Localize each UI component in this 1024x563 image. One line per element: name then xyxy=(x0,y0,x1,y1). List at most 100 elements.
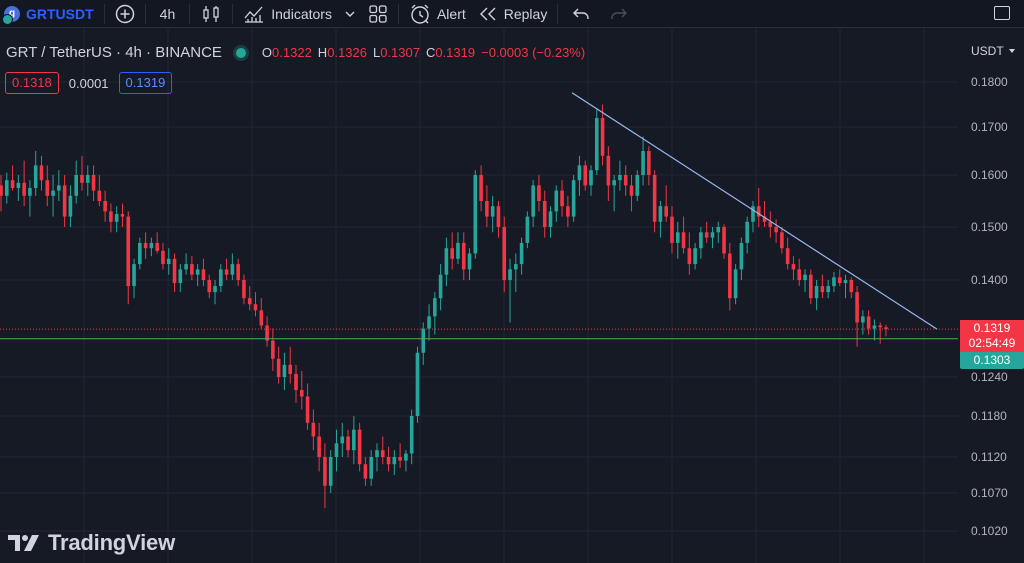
candle-body xyxy=(126,216,131,287)
candle-body xyxy=(120,214,125,217)
candle-body xyxy=(722,227,726,254)
trendline xyxy=(571,92,938,330)
candle-body xyxy=(820,286,825,293)
interval-button[interactable]: 4h xyxy=(150,0,186,28)
candle-body xyxy=(450,248,454,259)
compare-button[interactable] xyxy=(109,0,141,28)
indicators-button[interactable]: Indicators xyxy=(237,0,338,28)
candle-body xyxy=(658,206,663,222)
candle-body xyxy=(514,264,518,270)
price-tick-label: 0.1500 xyxy=(971,220,1008,234)
alert-label: Alert xyxy=(436,5,466,22)
candle-body xyxy=(525,216,530,243)
layouts-button[interactable] xyxy=(362,0,394,28)
candle-body xyxy=(699,232,703,249)
candle-body xyxy=(166,258,171,265)
toolbar-divider xyxy=(397,3,399,24)
candle-body xyxy=(826,286,830,293)
candle-body xyxy=(803,274,807,280)
candle-body xyxy=(242,280,246,299)
sell-button[interactable]: 0.1318 xyxy=(5,72,59,94)
candle-body xyxy=(785,248,790,265)
candle-body xyxy=(45,180,50,196)
fullscreen-icon[interactable] xyxy=(994,6,1010,20)
price-chart[interactable]: 0.1800 0.1700 0.1600 0.1500 0.1400 0.1240 0.11… xyxy=(0,28,1024,563)
buy-button[interactable]: 0.1319 xyxy=(118,72,173,94)
candle-body xyxy=(589,170,593,186)
indicators-templates-button[interactable] xyxy=(338,0,362,28)
candle-body xyxy=(317,436,321,457)
candle-body xyxy=(496,206,501,227)
candle-body xyxy=(664,206,668,217)
price-tick-label: 0.1600 xyxy=(971,168,1008,182)
symbol-legend: GRT / TetherUS · 4h · BINANCE O0.1322 H0… xyxy=(6,44,585,61)
candle-body xyxy=(247,298,252,305)
candle-body xyxy=(375,450,379,457)
candle-body xyxy=(4,180,9,196)
candle-body xyxy=(456,242,460,259)
candle-body xyxy=(161,250,165,265)
candle-body xyxy=(259,310,264,326)
candle-body xyxy=(74,175,78,196)
currency-selector[interactable]: USDT xyxy=(971,44,1015,58)
candle-body xyxy=(0,185,3,196)
candle-body xyxy=(346,436,350,451)
candle-body xyxy=(143,242,148,249)
candle-body xyxy=(85,175,90,183)
candle-body xyxy=(641,151,645,175)
symbol-search-button[interactable]: g GRTUSDT xyxy=(0,0,100,28)
price-tick-label: 0.1180 xyxy=(971,409,1007,423)
candle-body xyxy=(357,429,362,465)
replay-label: Replay xyxy=(503,5,548,22)
candle-body xyxy=(687,248,692,265)
layouts-icon xyxy=(369,4,387,23)
candle-body xyxy=(369,457,373,479)
low-label: L xyxy=(372,45,381,60)
candle-body xyxy=(409,416,414,454)
candle-body xyxy=(51,190,55,196)
candle-body xyxy=(878,325,883,328)
alert-button[interactable]: Alert xyxy=(403,0,472,28)
candle-body xyxy=(485,201,489,217)
candle-body xyxy=(479,175,483,201)
candle-body xyxy=(583,165,588,186)
close-value: 0.1319 xyxy=(435,45,476,60)
candle-body xyxy=(635,175,640,196)
legend-title[interactable]: GRT / TetherUS · 4h · BINANCE xyxy=(6,44,222,61)
candle-body xyxy=(219,269,223,287)
candle-body xyxy=(733,269,738,299)
candle-body xyxy=(184,264,188,270)
candle-body xyxy=(537,185,541,201)
add-compare-icon xyxy=(115,4,134,23)
replay-button[interactable]: Replay xyxy=(472,0,554,28)
candle-body xyxy=(745,221,749,243)
candle-body xyxy=(675,232,680,243)
candle-body xyxy=(670,216,674,243)
symbol-coin-icon: g xyxy=(2,5,20,25)
symbol-label: GRTUSDT xyxy=(26,5,94,22)
candle-body xyxy=(421,328,426,353)
top-toolbar: g GRTUSDT 4h Indicators xyxy=(0,0,1024,28)
candle-body xyxy=(114,214,119,222)
candle-body xyxy=(138,242,142,265)
price-axis: 0.1800 0.1700 0.1600 0.1500 0.1400 0.1240 0.11… xyxy=(971,75,1008,538)
candle-body xyxy=(80,175,84,183)
candle-body xyxy=(872,325,877,329)
chart-overlays xyxy=(0,92,958,340)
chart-type-button[interactable] xyxy=(194,0,228,28)
candle-body xyxy=(508,269,512,280)
candle-body xyxy=(103,201,107,212)
candle-body xyxy=(594,118,599,171)
toolbar-divider xyxy=(232,3,234,24)
price-tick-label: 0.1070 xyxy=(971,486,1008,500)
change-value: −0.0003 (−0.23%) xyxy=(481,45,586,60)
redo-button[interactable] xyxy=(600,0,638,28)
candle-body xyxy=(884,327,888,330)
candle-body xyxy=(10,180,15,188)
candle-body xyxy=(404,453,408,461)
undo-button[interactable] xyxy=(562,0,600,28)
bar-countdown: 02:54:49 xyxy=(968,336,1016,350)
candle-body xyxy=(461,242,466,270)
toolbar-divider xyxy=(189,3,191,24)
candle-body xyxy=(623,175,628,186)
